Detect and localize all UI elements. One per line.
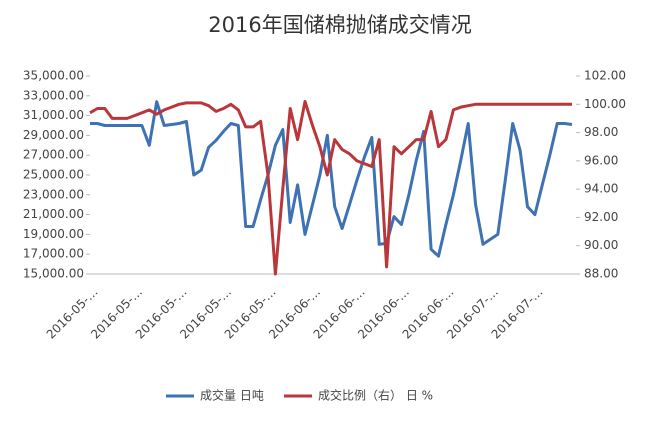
series-line [89,100,572,276]
legend-label: 成交量 日吨 [200,388,264,403]
y-tick-label: 19,000.00 [23,227,84,241]
y-tick-label: 31,000.00 [23,108,84,122]
y-tick-label: 25,000.00 [23,168,84,182]
legend-label: 成交比例（右） 日 % [318,388,433,403]
y-tick-label: 27,000.00 [23,148,84,162]
y2-tick-label: 94.00 [584,182,618,196]
y-tick-label: 35,000.00 [23,69,84,83]
y2-tick-label: 96.00 [584,153,618,167]
y2-tick-label: 98.00 [584,125,618,139]
y-tick-label: 33,000.00 [23,88,84,102]
y-tick-label: 15,000.00 [23,267,84,281]
y2-tick-label: 100.00 [584,97,626,111]
y-tick-label: 17,000.00 [23,247,84,261]
y-tick-label: 29,000.00 [23,128,84,142]
chart-title: 2016年国储棉抛储成交情况 [208,13,471,37]
series-line [90,100,573,258]
y2-tick-label: 92.00 [584,210,618,224]
y-tick-label: 21,000.00 [23,207,84,221]
y2-tick-label: 90.00 [584,238,618,252]
y2-tick-label: 102.00 [584,69,626,83]
y2-tick-label: 88.00 [584,267,618,281]
y-tick-label: 23,000.00 [23,187,84,201]
